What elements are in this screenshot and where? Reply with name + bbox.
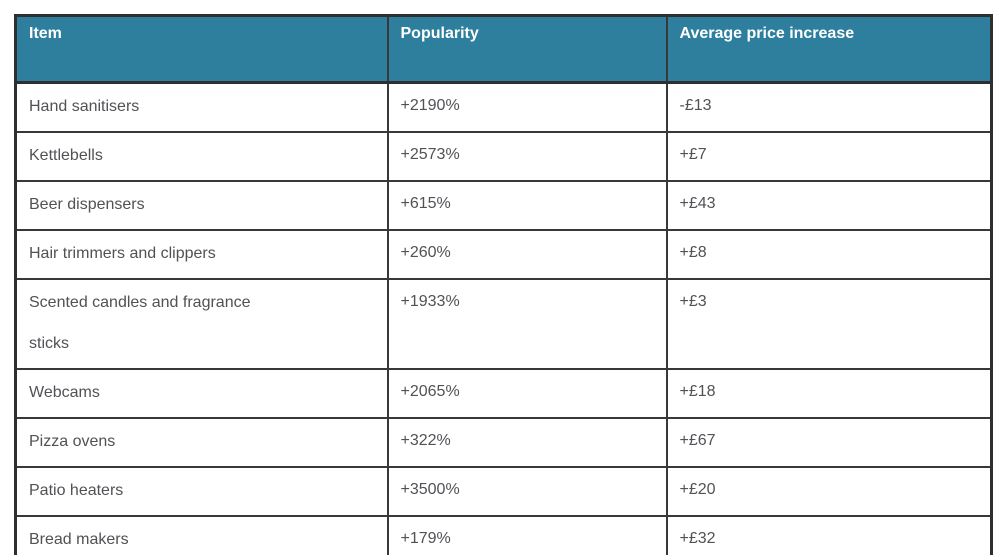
price-cell: +£3: [665, 278, 993, 370]
item-cell: Webcams: [14, 368, 389, 419]
column-header-average-price-increase: Average price increase: [665, 14, 993, 84]
item-label: Pizza ovens: [29, 433, 116, 450]
header-row: Item Popularity Average price increase: [14, 14, 993, 84]
item-cell: Bread makers: [14, 515, 389, 555]
price-cell: +£7: [665, 131, 993, 182]
item-cell: Patio heaters: [14, 466, 389, 517]
table-row: Pizza ovens +322% +£67: [14, 417, 993, 468]
table-row: Bread makers +179% +£32: [14, 515, 993, 555]
table-row: Webcams +2065% +£18: [14, 368, 993, 419]
table-row: Scented candles and fragrance sticks +19…: [14, 278, 993, 370]
popularity-cell: +322%: [386, 417, 668, 468]
table-row: Hand sanitisers +2190% -£13: [14, 81, 993, 133]
table-row: Hair trimmers and clippers +260% +£8: [14, 229, 993, 280]
item-label: Hand sanitisers: [29, 98, 140, 115]
item-cell: Hand sanitisers: [14, 81, 389, 133]
column-header-item: Item: [14, 14, 389, 84]
popularity-cell: +2573%: [386, 131, 668, 182]
item-cell: Scented candles and fragrance sticks: [14, 278, 389, 370]
item-label: Hair trimmers and clippers: [29, 245, 216, 262]
table-row: Beer dispensers +615% +£43: [14, 180, 993, 231]
popularity-price-table: Item Popularity Average price increase H…: [14, 14, 993, 555]
item-label: Scented candles and fragrance sticks: [29, 294, 251, 352]
popularity-cell: +615%: [386, 180, 668, 231]
price-cell: +£43: [665, 180, 993, 231]
price-cell: +£32: [665, 515, 993, 555]
price-cell: +£8: [665, 229, 993, 280]
price-cell: +£20: [665, 466, 993, 517]
item-label: Bread makers: [29, 531, 129, 548]
item-cell: Pizza ovens: [14, 417, 389, 468]
popularity-cell: +2065%: [386, 368, 668, 419]
popularity-cell: +2190%: [386, 81, 668, 133]
item-cell: Hair trimmers and clippers: [14, 229, 389, 280]
item-label: Patio heaters: [29, 482, 124, 499]
popularity-cell: +1933%: [386, 278, 668, 370]
item-label: Kettlebells: [29, 147, 103, 164]
popularity-cell: +3500%: [386, 466, 668, 517]
table-row: Patio heaters +3500% +£20: [14, 466, 993, 517]
item-cell: Kettlebells: [14, 131, 389, 182]
price-cell: +£18: [665, 368, 993, 419]
column-header-popularity: Popularity: [386, 14, 668, 84]
table-row: Kettlebells +2573% +£7: [14, 131, 993, 182]
popularity-cell: +179%: [386, 515, 668, 555]
item-cell: Beer dispensers: [14, 180, 389, 231]
price-cell: -£13: [665, 81, 993, 133]
item-label: Webcams: [29, 384, 100, 401]
table-body: Hand sanitisers +2190% -£13 Kettlebells …: [14, 81, 993, 555]
price-cell: +£67: [665, 417, 993, 468]
table-header: Item Popularity Average price increase: [14, 14, 993, 84]
item-label: Beer dispensers: [29, 196, 145, 213]
popularity-cell: +260%: [386, 229, 668, 280]
